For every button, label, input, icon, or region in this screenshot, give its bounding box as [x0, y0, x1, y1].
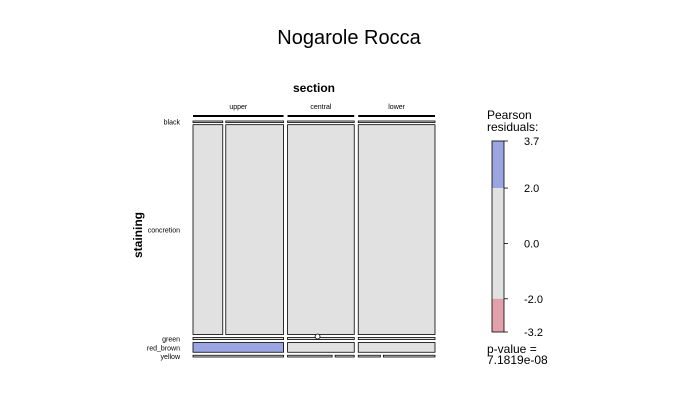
row-label-green: green	[162, 337, 180, 344]
column-variable-label: section	[293, 81, 335, 95]
row-variable-label: staining	[131, 212, 145, 258]
legend-title-line2: residuals:	[487, 120, 538, 134]
tile-lower-green	[357, 337, 436, 340]
tile-upper-concretion-2	[225, 124, 284, 335]
tile-central-yellow-1	[287, 354, 333, 358]
p-value: 7.1819e-08	[487, 353, 548, 367]
legend-segment-neutral	[492, 188, 504, 299]
legend-segment-negative	[492, 298, 504, 332]
legend-segment-positive	[492, 141, 504, 189]
tile-central-red-brown	[287, 342, 355, 353]
tile-central-yellow-2	[334, 354, 355, 358]
legend-color-bar	[491, 140, 505, 333]
legend-tick-label: 3.7	[524, 136, 539, 148]
tile-lower-black	[357, 120, 436, 123]
column-label-central: central	[310, 104, 331, 111]
tile-lower-concretion	[357, 124, 436, 335]
legend-tick-label: 0.0	[524, 238, 539, 250]
row-label-red-brown: red_brown	[147, 345, 180, 352]
row-label-black: black	[164, 119, 181, 126]
row-label-yellow: yellow	[161, 354, 181, 361]
tile-upper-black-2	[225, 120, 284, 123]
tile-upper-yellow	[192, 354, 284, 358]
mosaic-tiles	[192, 120, 436, 358]
tile-upper-concretion-1	[192, 124, 224, 335]
residual-legend: Pearson residuals: 3.7 2.0 0.0 -2.0 -3.2 p-v…	[487, 108, 548, 367]
tile-upper-green	[192, 337, 284, 340]
tile-lower-yellow-1	[357, 354, 381, 358]
legend-ticks: 3.7 2.0 0.0 -2.0 -3.2	[504, 136, 543, 339]
row-label-concretion: concretion	[148, 228, 180, 235]
tile-upper-red-brown	[192, 342, 284, 353]
tile-upper-black-1	[192, 120, 224, 123]
column-labels: upper central lower	[193, 104, 435, 117]
legend-title-line1: Pearson	[487, 108, 532, 122]
legend-tick-label: -2.0	[524, 294, 543, 306]
p-value-label: p-value =	[487, 342, 537, 356]
tile-lower-red-brown	[357, 342, 436, 353]
column-label-upper: upper	[229, 104, 248, 111]
chart-title: Nogarole Rocca	[277, 27, 421, 49]
legend-tick-label: 2.0	[524, 183, 539, 195]
empty-cell-marker	[314, 333, 321, 340]
legend-tick-label: -3.2	[524, 327, 543, 339]
tile-central-concretion	[287, 124, 355, 335]
tile-central-green	[287, 337, 355, 340]
tile-lower-yellow-2	[382, 354, 436, 358]
column-label-lower: lower	[388, 104, 405, 111]
legend-bar-outline	[491, 140, 505, 333]
tile-central-black	[287, 120, 355, 123]
